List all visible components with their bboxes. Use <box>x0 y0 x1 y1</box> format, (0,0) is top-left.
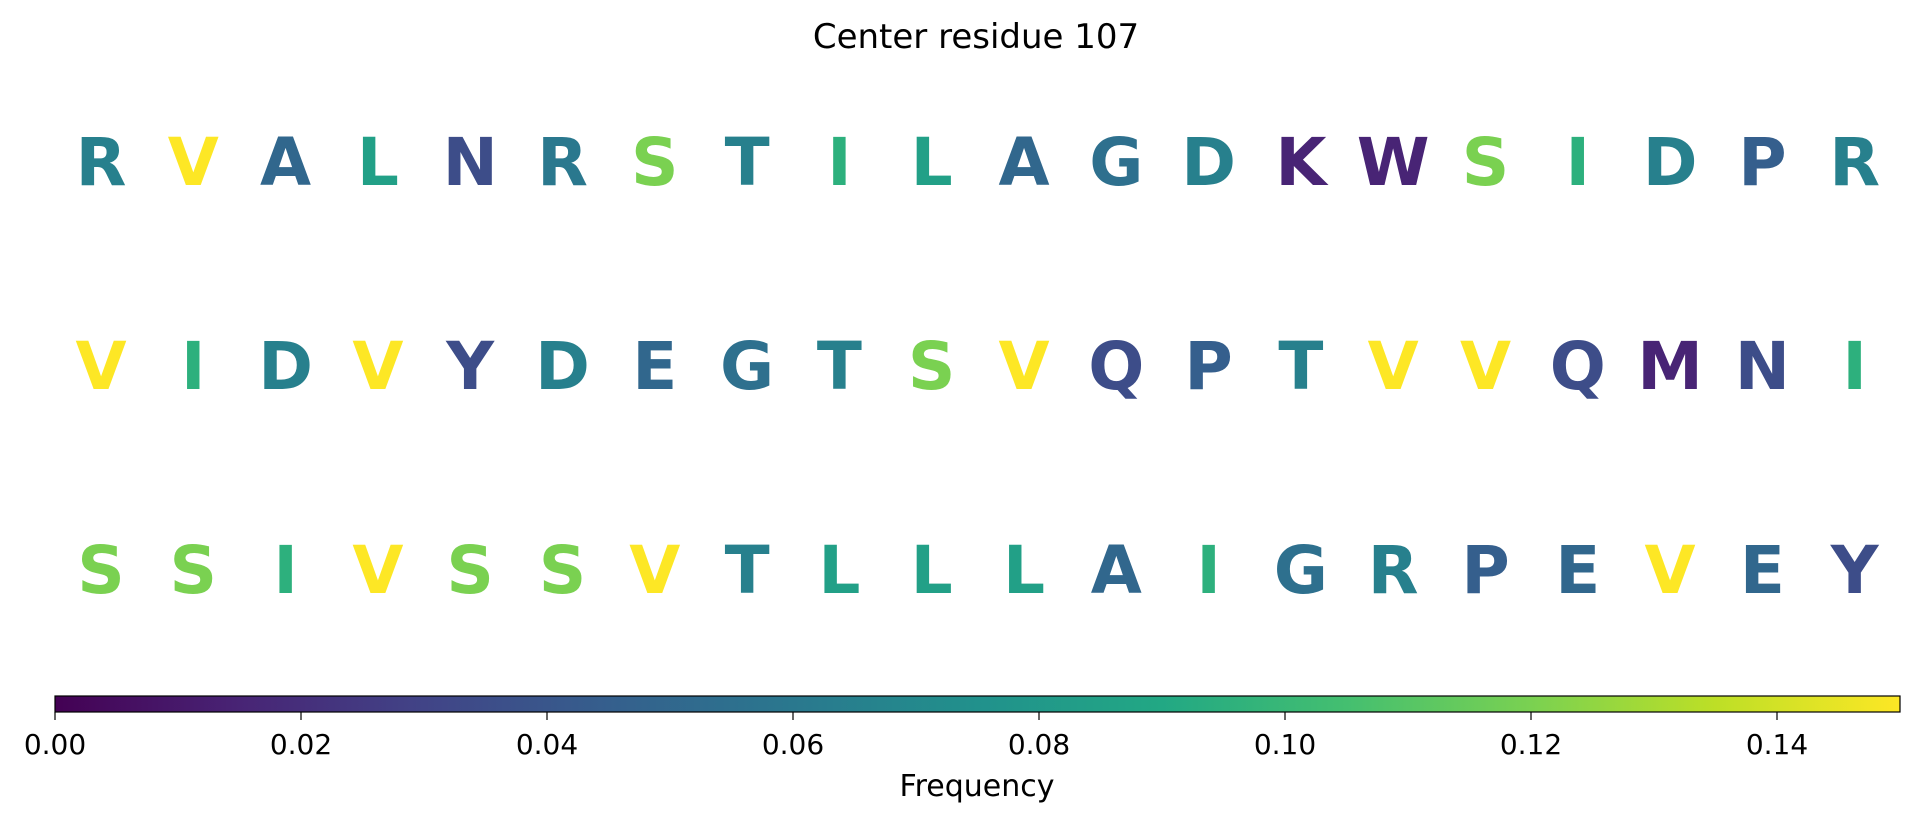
residue-letter: I <box>1196 532 1221 609</box>
colorbar-tick-label: 0.06 <box>762 728 824 761</box>
colorbar-tick-label: 0.08 <box>1008 728 1070 761</box>
residue-letter: T <box>725 124 770 201</box>
residue-letter: E <box>632 328 677 405</box>
residue-letter: L <box>911 532 953 609</box>
colorbar-tick-label: 0.10 <box>1254 728 1316 761</box>
residue-letter: R <box>1368 532 1419 609</box>
residue-letter: S <box>77 532 125 609</box>
residue-letter: E <box>1555 532 1600 609</box>
residue-letter: I <box>827 124 852 201</box>
residue-letter: A <box>998 124 1049 201</box>
residue-letter: E <box>1740 532 1785 609</box>
colorbar: 0.00 0.02 0.04 0.06 0.08 0.10 0.12 0.14 Frequen… <box>24 695 1901 804</box>
residue-letter: S <box>908 328 956 405</box>
residue-letter: Y <box>1830 532 1880 609</box>
residue-letter: T <box>725 532 770 609</box>
residue-letter: W <box>1357 124 1430 201</box>
residue-letter: P <box>1184 328 1232 405</box>
residue-letter: L <box>1003 532 1045 609</box>
colorbar-ticks: 0.00 0.02 0.04 0.06 0.08 0.10 0.12 0.14 <box>24 712 1808 761</box>
residue-letter: G <box>720 328 774 405</box>
chart-title: Center residue 107 <box>813 17 1139 57</box>
residue-letter: Y <box>445 328 495 405</box>
residue-letter: Q <box>1088 328 1144 405</box>
colorbar-gradient <box>54 695 1901 713</box>
residue-letter: V <box>75 328 126 405</box>
colorbar-tick-label: 0.04 <box>516 728 578 761</box>
colorbar-tick-label: 0.00 <box>24 728 86 761</box>
residue-letter: V <box>1645 532 1696 609</box>
residue-letter: N <box>443 124 498 201</box>
residue-letter: L <box>818 532 860 609</box>
residue-letter: D <box>258 328 313 405</box>
residue-letter: L <box>911 124 953 201</box>
residue-letter: N <box>1735 328 1790 405</box>
residue-letter: I <box>1566 124 1591 201</box>
residue-letter: S <box>1462 124 1510 201</box>
residue-letter: V <box>1368 328 1419 405</box>
residue-letter: A <box>1091 532 1142 609</box>
residue-letter: G <box>1089 124 1143 201</box>
residue-letter: R <box>537 124 588 201</box>
residue-letter: Q <box>1550 328 1606 405</box>
residue-letter: V <box>352 532 403 609</box>
residue-letter: V <box>1460 328 1511 405</box>
residue-letter: V <box>168 124 219 201</box>
residue-letter: V <box>352 328 403 405</box>
colorbar-tick-label: 0.02 <box>270 728 332 761</box>
residue-letter: G <box>1274 532 1328 609</box>
residue-letter: V <box>629 532 680 609</box>
residue-letter: S <box>631 124 679 201</box>
residue-letter: V <box>998 328 1049 405</box>
colorbar-tick-label: 0.12 <box>1500 728 1562 761</box>
residue-letter-grid: R V A L N R S T I L A G D K W S I D P RV I D V Y D E G T S V Q P T V V Q M N I… <box>75 124 1880 609</box>
residue-letter: P <box>1738 124 1786 201</box>
residue-letter: M <box>1637 328 1703 405</box>
residue-letter: T <box>1278 328 1323 405</box>
residue-letter: A <box>260 124 311 201</box>
residue-letter: P <box>1461 532 1509 609</box>
residue-letter: I <box>273 532 298 609</box>
residue-letter: S <box>539 532 587 609</box>
residue-letter: S <box>446 532 494 609</box>
residue-letter: R <box>76 124 127 201</box>
residue-letter: D <box>535 328 590 405</box>
residue-letter: T <box>817 328 862 405</box>
residue-letter: I <box>181 328 206 405</box>
residue-letter: K <box>1275 124 1329 201</box>
residue-letter: I <box>1842 328 1867 405</box>
colorbar-label: Frequency <box>900 769 1055 804</box>
residue-letter: D <box>1181 124 1236 201</box>
residue-letter: R <box>1829 124 1880 201</box>
residue-letter: S <box>170 532 218 609</box>
residue-letter: L <box>357 124 399 201</box>
residue-letter: D <box>1643 124 1698 201</box>
colorbar-tick-label: 0.14 <box>1746 728 1808 761</box>
